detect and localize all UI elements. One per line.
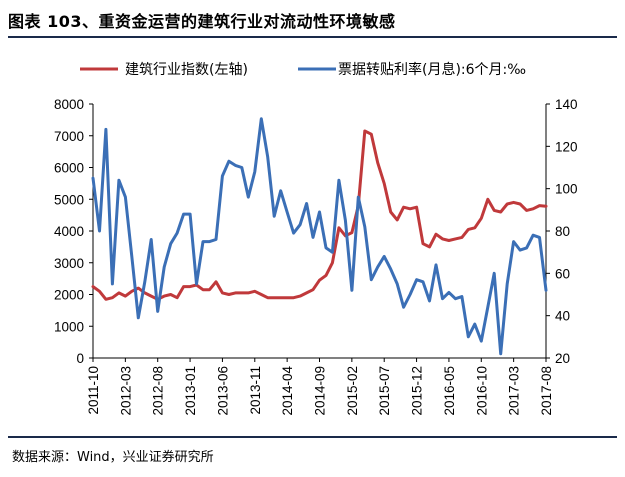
right-tick-label: 120: [555, 139, 578, 154]
source-rule: [8, 436, 617, 438]
x-tick-label: 2015-02: [345, 366, 360, 416]
x-tick-label: 2015-07: [377, 366, 392, 416]
x-tick-label: 2016-10: [474, 366, 489, 416]
x-tick-label: 2017-03: [507, 366, 522, 416]
right-tick-label: 20: [555, 351, 570, 366]
legend-label: 票据转贴利率(月息):6个月:‰: [338, 61, 526, 78]
x-tick-label: 2013-01: [183, 366, 198, 416]
left-tick-label: 0: [76, 351, 84, 366]
left-tick-label: 1000: [54, 319, 84, 334]
left-tick-label: 6000: [54, 161, 84, 176]
x-tick-label: 2015-12: [410, 366, 425, 416]
chart-title: 图表 103、重资金运营的建筑行业对流动性环境敏感: [8, 12, 396, 31]
series-lines: [91, 117, 548, 356]
left-tick-label: 7000: [54, 129, 84, 144]
right-tick-label: 140: [555, 97, 578, 112]
left-tick-label: 3000: [54, 256, 84, 271]
x-tick-label: 2012-03: [118, 366, 133, 416]
left-tick-label: 4000: [54, 224, 84, 239]
right-tick-label: 40: [555, 309, 570, 324]
title-rule: [8, 36, 617, 38]
x-tick-label: 2011-10: [86, 366, 101, 415]
x-tick-label: 2014-09: [313, 366, 328, 416]
x-tick-label: 2016-05: [442, 366, 457, 416]
x-tick-label: 2013-06: [215, 366, 230, 416]
left-tick-label: 5000: [54, 192, 84, 207]
source-note: 数据来源：Wind，兴业证券研究所: [12, 450, 214, 465]
x-tick-label: 2012-08: [151, 366, 166, 416]
axes: 0 1000 2000 3000 4000 5000 6000 7000 8000 20 40 60 8…: [54, 97, 578, 416]
series-line-left: [91, 129, 548, 301]
x-tick-label: 2017-08: [539, 366, 554, 416]
left-tick-label: 8000: [54, 97, 84, 112]
legend-label: 建筑行业指数(左轴): [125, 62, 248, 78]
series-line-right: [91, 117, 548, 356]
left-tick-label: 2000: [54, 288, 84, 303]
right-tick-label: 80: [555, 224, 570, 239]
x-tick-label: 2013-11: [248, 366, 263, 415]
x-tick-label: 2014-04: [280, 366, 295, 416]
right-tick-label: 100: [555, 182, 578, 197]
right-tick-label: 60: [555, 266, 570, 281]
legend: 建筑行业指数(左轴) 票据转贴利率(月息):6个月:‰: [80, 61, 526, 78]
